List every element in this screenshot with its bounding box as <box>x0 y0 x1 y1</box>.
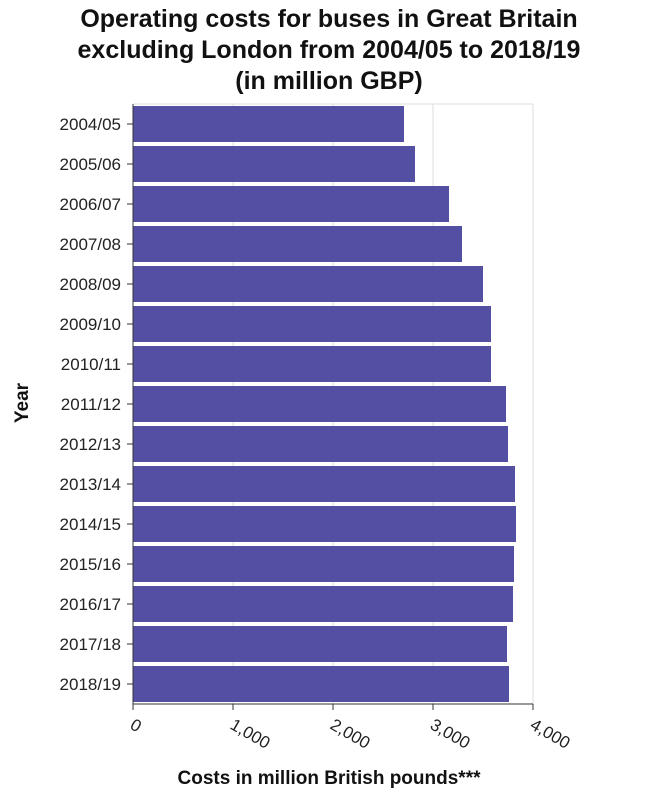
bar <box>133 386 506 422</box>
y-tick-label: 2008/09 <box>60 275 121 294</box>
x-tick-label: 2,000 <box>327 715 373 753</box>
y-tick-label: 2004/05 <box>60 115 121 134</box>
y-tick-label: 2014/15 <box>60 515 121 534</box>
bar <box>133 106 404 142</box>
chart-title-line-2: excluding London from 2004/05 to 2018/19 <box>77 36 581 64</box>
y-tick-label: 2007/08 <box>60 235 121 254</box>
y-tick-label: 2006/07 <box>60 195 121 214</box>
bar <box>133 186 449 222</box>
bar <box>133 266 483 302</box>
chart-title-line-3: (in million GBP) <box>235 67 423 95</box>
bars <box>133 106 516 702</box>
y-tick-label: 2005/06 <box>60 155 121 174</box>
y-tick-label: 2013/14 <box>60 475 121 494</box>
y-tick-label: 2012/13 <box>60 435 121 454</box>
y-tick-label: 2018/19 <box>60 675 121 694</box>
x-tick-label: 0 <box>127 715 145 736</box>
x-tick-label: 1,000 <box>227 715 273 753</box>
bar <box>133 506 516 542</box>
y-axis-label: Year <box>12 382 33 424</box>
x-tick-label: 3,000 <box>427 715 473 753</box>
bar <box>133 226 462 262</box>
x-axis-label: Costs in million British pounds*** <box>177 768 481 789</box>
y-tick-label: 2011/12 <box>61 395 121 414</box>
chart-title: Operating costs for buses in Great Brita… <box>0 4 658 97</box>
chart-title-line-1: Operating costs for buses in Great Brita… <box>80 5 578 33</box>
y-tick-label: 2010/11 <box>61 355 121 374</box>
bar <box>133 626 507 662</box>
y-tick-label: 2009/10 <box>60 315 121 334</box>
bar <box>133 426 508 462</box>
bar <box>133 666 509 702</box>
bar <box>133 346 491 382</box>
bar <box>133 586 513 622</box>
y-tick-label: 2015/16 <box>60 555 121 574</box>
y-tick-label: 2017/18 <box>60 635 121 654</box>
bar <box>133 306 491 342</box>
x-tick-label: 4,000 <box>527 715 573 753</box>
bar <box>133 546 514 582</box>
bar <box>133 466 515 502</box>
bar <box>133 146 415 182</box>
y-tick-label: 2016/17 <box>60 595 121 614</box>
